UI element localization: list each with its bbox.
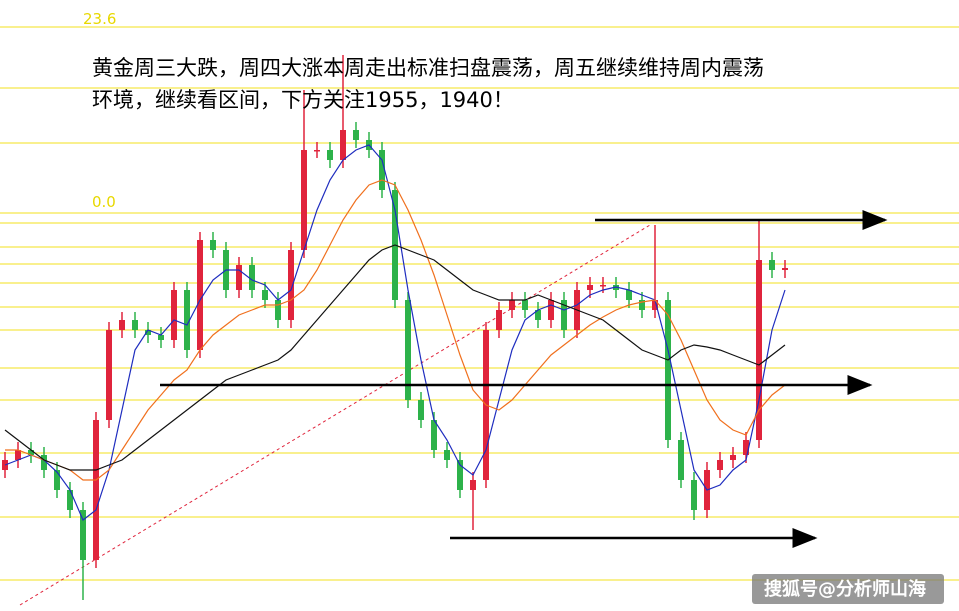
candle-body: [301, 150, 307, 250]
candle-body: [145, 330, 151, 335]
moving-average: [5, 179, 786, 481]
candle-body: [106, 330, 112, 420]
candle-body: [665, 300, 671, 440]
watermark-bg: [752, 574, 944, 604]
candle-body: [730, 455, 736, 460]
annotation: 黄金周三大跌，周四大涨本周走出标准扫盘震荡，周五继续维持周内震荡: [92, 56, 764, 80]
candle-body: [457, 460, 463, 490]
watermark: 搜狐号@分析师山海: [764, 578, 926, 600]
candle-body: [548, 300, 554, 320]
candle-body: [249, 265, 255, 290]
candle-body: [418, 400, 424, 420]
trend-line: [19, 224, 651, 606]
candle-body: [236, 265, 242, 290]
candle-body: [652, 300, 658, 310]
candle-body: [132, 320, 138, 330]
moving-average: [4, 244, 786, 471]
candle-body: [600, 285, 606, 287]
candle-body: [743, 440, 749, 455]
candle-body: [639, 300, 645, 310]
candle-body: [444, 450, 450, 460]
candle-body: [288, 250, 294, 320]
candle-body: [769, 260, 775, 270]
candle-body: [314, 150, 320, 152]
candle-body: [522, 300, 528, 310]
candle-body: [93, 420, 99, 560]
candle-body: [54, 470, 60, 490]
candle-body: [327, 150, 333, 160]
candle-body: [171, 290, 177, 340]
candle-body: [262, 290, 268, 300]
candle-body: [756, 260, 762, 440]
candle-body: [210, 240, 216, 250]
candle-body: [431, 420, 437, 450]
candle-body: [561, 300, 567, 330]
candle-body: [782, 268, 788, 270]
candle-body: [353, 130, 359, 140]
candle-body: [470, 480, 476, 490]
candle-body: [158, 335, 164, 340]
fib-label: 0.0: [92, 193, 116, 211]
candle-body: [15, 450, 21, 460]
candle-body: [80, 510, 86, 560]
candle-body: [691, 480, 697, 510]
candle-body: [184, 290, 190, 350]
candle-body: [678, 440, 684, 480]
candle-body: [275, 300, 281, 320]
candle-body: [379, 150, 385, 190]
candle-body: [535, 310, 541, 320]
candle-body: [340, 130, 346, 160]
candle-body: [405, 300, 411, 400]
candle-body: [67, 490, 73, 510]
candle-body: [587, 285, 593, 290]
candle-body: [626, 290, 632, 300]
candle-body: [119, 320, 125, 330]
candle-body: [41, 455, 47, 470]
candle-body: [717, 460, 723, 470]
candle-body: [496, 310, 502, 330]
candle-body: [197, 240, 203, 350]
annotation: 环境，继续看区间，下方关注1955，1940！: [92, 88, 514, 112]
candle-body: [509, 300, 515, 310]
candle-body: [28, 450, 34, 455]
fib-label: 23.6: [83, 10, 116, 28]
